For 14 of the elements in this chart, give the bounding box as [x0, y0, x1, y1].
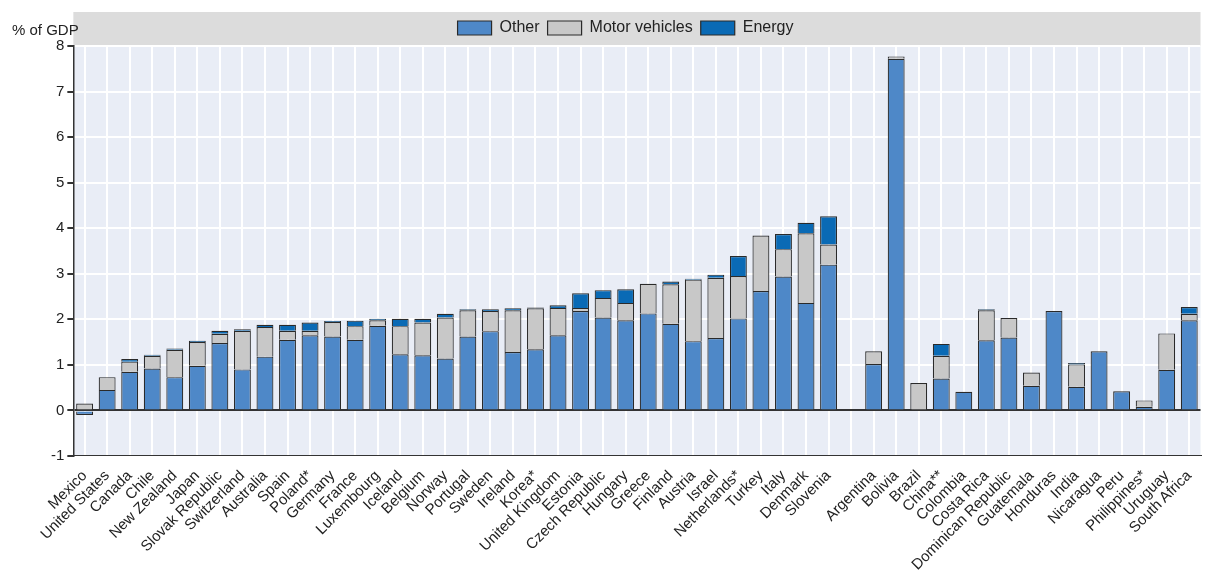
legend-label: Motor vehicles — [589, 18, 693, 36]
y-tick-label: 4 — [55, 218, 65, 236]
y-tick-label: 0 — [55, 400, 65, 418]
y-tick-label: -1 — [50, 446, 65, 464]
y-tick-label: 2 — [55, 309, 65, 327]
y-tick-label: 1 — [55, 354, 65, 372]
y-tick-label: 5 — [55, 172, 65, 190]
legend-label: Other — [499, 18, 541, 36]
legend-label: Energy — [742, 18, 794, 36]
y-tick-label: 7 — [55, 81, 65, 99]
y-axis-title: % of GDP — [12, 20, 79, 38]
y-tick-label: 8 — [55, 36, 65, 54]
y-tick-label: 6 — [55, 127, 65, 145]
y-tick-label: 3 — [55, 263, 65, 281]
